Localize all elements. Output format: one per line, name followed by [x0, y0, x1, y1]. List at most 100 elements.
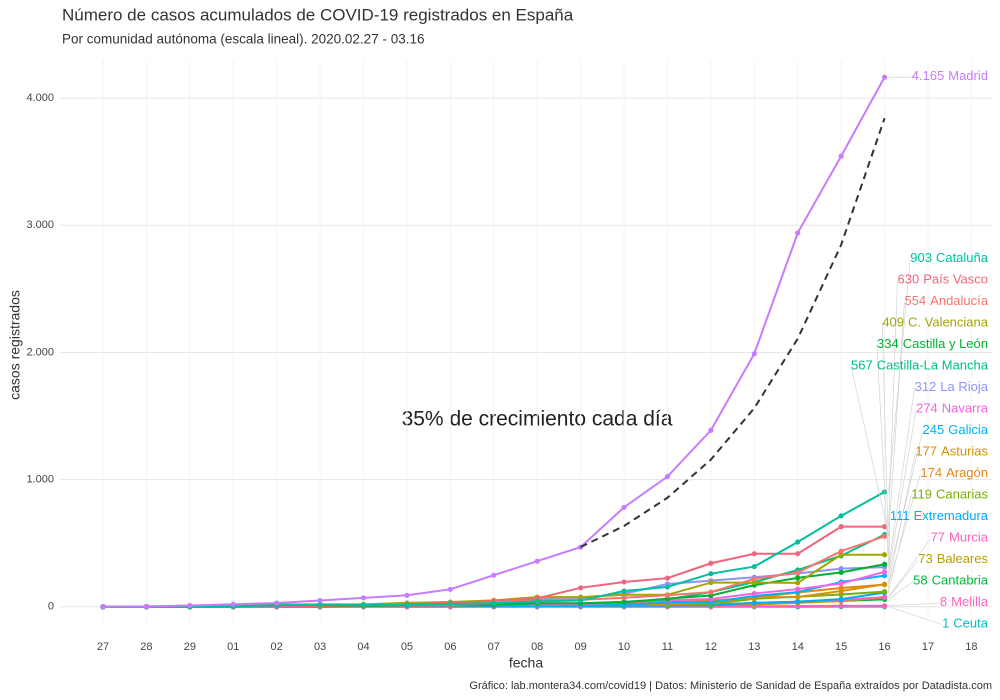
- series-label: 77 Murcia: [931, 530, 989, 545]
- leader-line: [888, 301, 905, 537]
- data-point: [751, 576, 757, 582]
- leader-line: [888, 452, 916, 585]
- data-point: [621, 599, 627, 605]
- data-point: [795, 539, 801, 545]
- data-point: [317, 602, 323, 608]
- series-label-value: 409: [882, 315, 904, 330]
- data-point: [360, 595, 367, 601]
- data-point: [795, 594, 801, 600]
- data-point: [534, 598, 540, 605]
- series-label-value: 554: [904, 293, 926, 308]
- series-label-name: Asturias: [941, 444, 988, 459]
- grid: [60, 60, 992, 622]
- series-label: 1 Ceuta: [942, 616, 989, 631]
- leader-line: [888, 409, 917, 572]
- x-tick-label: 03: [314, 641, 326, 653]
- data-point: [621, 504, 627, 510]
- series-label: 903 Cataluña: [910, 250, 989, 265]
- series-label-name: Navarra: [942, 401, 989, 416]
- x-tick-label: 02: [271, 641, 283, 653]
- leader-line: [888, 495, 912, 592]
- series-label-value: 73: [918, 551, 932, 566]
- leader-line: [888, 538, 931, 598]
- data-point: [795, 580, 801, 586]
- data-point: [621, 588, 627, 594]
- data-point: [838, 591, 844, 598]
- data-point: [360, 602, 367, 608]
- series-label-value: 312: [915, 379, 937, 394]
- data-point: [795, 599, 801, 605]
- caption: Gráfico: lab.montera34.com/covid19 | Dat…: [469, 680, 992, 692]
- series-label-value: 177: [915, 444, 937, 459]
- chart-subtitle: Por comunidad autónoma (escala lineal). …: [62, 32, 424, 47]
- data-point: [838, 524, 844, 530]
- data-point: [621, 595, 627, 601]
- x-tick-label: 29: [184, 641, 196, 653]
- data-point: [404, 592, 410, 598]
- series-label: 245 Galicia: [923, 422, 989, 437]
- data-point: [230, 601, 236, 607]
- data-point: [534, 558, 540, 564]
- series-label-name: Extremadura: [914, 508, 989, 523]
- series-label-name: Castilla y León: [903, 336, 988, 351]
- series-label-value: 119: [911, 487, 932, 502]
- data-point: [751, 351, 757, 357]
- x-tick-label: 05: [401, 641, 413, 653]
- leader-line: [876, 344, 889, 565]
- x-tick-label: 14: [792, 641, 804, 653]
- data-point: [881, 572, 888, 579]
- data-point: [881, 589, 888, 595]
- x-tick-label: 06: [444, 641, 456, 653]
- leader-line: [888, 559, 919, 598]
- x-tick-label: 15: [835, 641, 847, 653]
- series-label-name: Castilla-La Mancha: [877, 358, 989, 373]
- series-label-name: Melilla: [951, 594, 989, 609]
- series-label-name: Galicia: [948, 422, 989, 437]
- series-label-name: Aragón: [946, 465, 988, 480]
- series-label-value: 903: [910, 250, 932, 265]
- y-tick-label: 1.000: [26, 473, 54, 485]
- series-label: 73 Baleares: [918, 551, 988, 566]
- data-point: [447, 586, 453, 592]
- series-label: 177 Asturias: [915, 444, 988, 459]
- data-point: [838, 552, 844, 558]
- data-point: [751, 563, 757, 570]
- series-label-value: 274: [916, 401, 938, 416]
- data-point: [578, 597, 584, 604]
- data-point: [187, 602, 193, 609]
- leader-line: [888, 602, 940, 607]
- x-tick-label: 07: [488, 641, 500, 653]
- data-point: [881, 594, 888, 600]
- data-point: [795, 586, 801, 592]
- x-tick-label: 18: [965, 641, 977, 653]
- x-tick-label: 10: [618, 641, 630, 653]
- series-label-value: 1: [942, 616, 949, 631]
- data-point: [838, 548, 844, 554]
- y-tick-label: 2.000: [26, 346, 54, 358]
- series-label-name: Andalucía: [930, 293, 989, 308]
- x-tick-label: 27: [97, 641, 109, 653]
- y-tick-label: 4.000: [26, 92, 54, 104]
- x-tick-label: 11: [662, 641, 673, 653]
- series-label: 334 Castilla y León: [877, 336, 988, 351]
- data-point: [881, 524, 888, 530]
- data-point: [621, 579, 627, 585]
- data-point: [708, 427, 714, 433]
- series-label: 312 La Rioja: [915, 379, 989, 394]
- data-point: [100, 604, 106, 610]
- data-point: [881, 561, 888, 567]
- series-label-name: La Rioja: [940, 379, 988, 394]
- series-label-name: Baleares: [937, 551, 989, 566]
- data-point: [664, 575, 671, 581]
- data-point: [491, 572, 497, 578]
- leader-line: [882, 323, 889, 555]
- series-label-value: 245: [923, 422, 945, 437]
- leader-line: [888, 516, 891, 593]
- data-point: [447, 601, 453, 607]
- series-label-value: 8: [940, 594, 947, 609]
- data-point: [578, 585, 584, 591]
- series-label-name: Canarias: [936, 487, 989, 502]
- data-point: [664, 473, 671, 480]
- series-label-value: 111: [890, 508, 910, 523]
- series-label: 567 Castilla-La Mancha: [851, 358, 989, 373]
